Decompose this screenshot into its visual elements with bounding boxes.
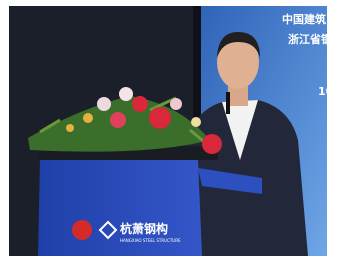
- photo: 中国建筑 浙江省钢 10 杭萧钢构 HANGXIAO STEEL STRUCTU…: [0, 0, 337, 264]
- logo-cn: 杭萧钢构: [120, 221, 168, 236]
- logo-en: HANGXIAO STEEL STRUCTURE: [120, 238, 181, 243]
- logo-mark: [72, 220, 92, 240]
- screen-line: 10: [318, 85, 334, 98]
- microphone: [226, 92, 230, 114]
- page: 中国建筑 浙江省钢 10 杭萧钢构 HANGXIAO STEEL STRUCTU…: [0, 0, 337, 264]
- screen-line: 浙江省钢: [288, 32, 332, 46]
- screen-line: 中国建筑: [282, 12, 326, 26]
